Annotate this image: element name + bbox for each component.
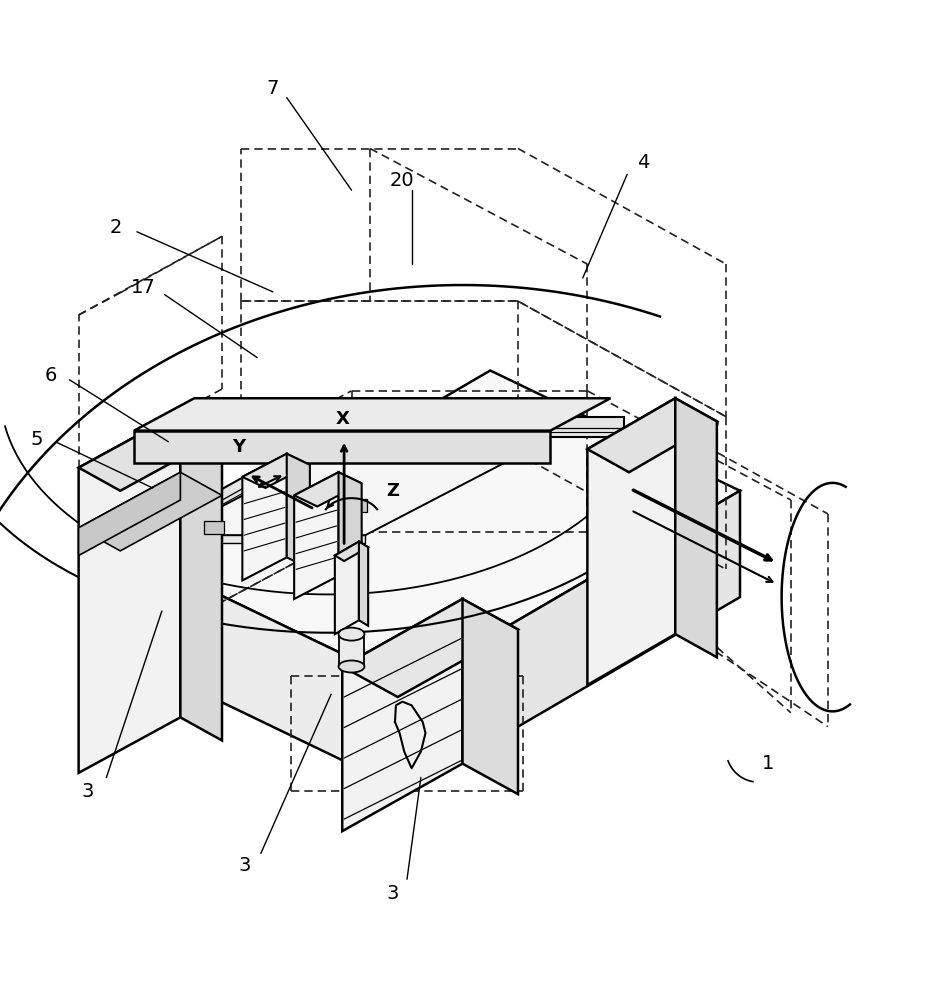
Polygon shape <box>335 542 359 634</box>
Text: Y: Y <box>232 438 245 456</box>
Polygon shape <box>407 491 740 791</box>
Polygon shape <box>157 371 740 685</box>
Polygon shape <box>166 535 365 543</box>
Polygon shape <box>294 472 339 599</box>
Polygon shape <box>335 542 368 561</box>
Polygon shape <box>242 454 287 580</box>
Polygon shape <box>79 472 222 551</box>
Text: 7: 7 <box>266 79 279 98</box>
Polygon shape <box>79 412 180 773</box>
Polygon shape <box>79 472 180 556</box>
Polygon shape <box>287 454 310 568</box>
Polygon shape <box>675 398 717 657</box>
Text: 3: 3 <box>81 782 94 801</box>
Bar <box>347 499 367 512</box>
Polygon shape <box>134 431 550 463</box>
Text: 1: 1 <box>761 754 774 773</box>
Polygon shape <box>134 398 610 431</box>
Text: 3: 3 <box>239 856 252 875</box>
Polygon shape <box>342 599 518 697</box>
Bar <box>204 521 224 534</box>
Polygon shape <box>359 542 368 626</box>
Text: 17: 17 <box>131 278 155 297</box>
Polygon shape <box>339 472 362 587</box>
Polygon shape <box>153 417 352 548</box>
Ellipse shape <box>339 660 364 673</box>
Polygon shape <box>462 599 518 794</box>
Polygon shape <box>352 417 624 437</box>
Text: X: X <box>335 410 350 428</box>
Text: 6: 6 <box>44 366 57 385</box>
Polygon shape <box>587 398 675 685</box>
Text: 3: 3 <box>387 884 400 903</box>
Text: 4: 4 <box>636 153 649 172</box>
Text: Z: Z <box>387 482 400 500</box>
Polygon shape <box>342 599 462 831</box>
Polygon shape <box>587 398 717 472</box>
Text: 20: 20 <box>390 171 414 190</box>
Text: 5: 5 <box>31 430 43 449</box>
Polygon shape <box>157 565 407 791</box>
Polygon shape <box>166 463 504 535</box>
Polygon shape <box>242 454 310 488</box>
Text: 2: 2 <box>109 218 122 237</box>
Polygon shape <box>294 472 362 506</box>
Polygon shape <box>180 412 222 740</box>
Polygon shape <box>339 634 364 666</box>
Polygon shape <box>79 412 222 491</box>
Ellipse shape <box>339 628 364 641</box>
